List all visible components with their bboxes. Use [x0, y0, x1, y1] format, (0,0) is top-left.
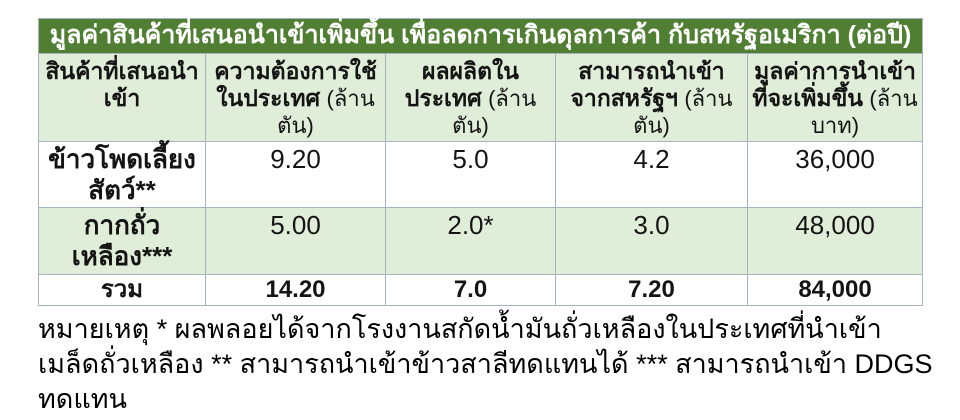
- title-row: มูลค่าสินค้าที่เสนอนำเข้าเพิ่มขึ้น เพื่อ…: [37, 18, 924, 54]
- row-label: กากถั่วเหลือง***: [38, 207, 206, 275]
- import-proposal-table: มูลค่าสินค้าที่เสนอนำเข้าเพิ่มขึ้น เพื่อ…: [37, 18, 924, 306]
- column-header-label: สินค้าที่เสนอนำเข้า: [45, 57, 199, 111]
- column-header-label: ความต้องการใช้ในประเทศ: [214, 57, 377, 111]
- column-header-unit: (ล้านตัน): [452, 85, 537, 138]
- total-row: รวม 14.20 7.0 7.20 84,000: [38, 273, 924, 306]
- cell-value: 5.0: [385, 140, 556, 209]
- header-row: สินค้าที่เสนอนำเข้า ความต้องการใช้ในประเ…: [38, 52, 924, 142]
- column-header-unit: (ล้านบาท): [810, 85, 918, 138]
- footnote: หมายเหตุ * ผลพลอยได้จากโรงงานสกัดน้ำมันถ…: [38, 313, 933, 415]
- cell-value: 48,000: [746, 207, 924, 275]
- cell-value: 9.20: [205, 140, 386, 209]
- cell-value: 36,000: [746, 140, 924, 209]
- column-header-domestic-demand: ความต้องการใช้ในประเทศ (ล้านตัน): [205, 52, 386, 142]
- column-header-unit: (ล้านตัน): [277, 85, 375, 138]
- total-value: 14.20: [205, 273, 386, 306]
- total-value: 7.0: [385, 273, 556, 306]
- cell-value: 3.0: [555, 207, 748, 275]
- column-header-label: ผลผลิตในประเทศ: [404, 57, 520, 111]
- column-header-added-import-value: มูลค่าการนำเข้าที่จะเพิ่มขึ้น (ล้านบาท): [746, 52, 924, 142]
- table-row-soybean-meal: กากถั่วเหลือง*** 5.00 2.0* 3.0 48,000: [38, 207, 924, 275]
- column-header-unit: (ล้านตัน): [633, 85, 733, 138]
- cell-value: 2.0*: [385, 207, 556, 275]
- total-value: 84,000: [746, 273, 924, 306]
- column-header-label: มูลค่าการนำเข้าที่จะเพิ่มขึ้น: [752, 57, 916, 111]
- table-row-maize: ข้าวโพดเลี้ยงสัตว์** 9.20 5.0 4.2 36,000: [38, 140, 924, 209]
- column-header-importable-from-us: สามารถนำเข้าจากสหรัฐฯ (ล้านตัน): [555, 52, 748, 142]
- cell-value: 5.00: [205, 207, 386, 275]
- column-header-domestic-production: ผลผลิตในประเทศ (ล้านตัน): [385, 52, 556, 142]
- cell-value: 4.2: [555, 140, 748, 209]
- total-value: 7.20: [555, 273, 748, 306]
- total-label: รวม: [38, 273, 206, 306]
- column-header-product: สินค้าที่เสนอนำเข้า: [38, 52, 206, 142]
- column-header-label: สามารถนำเข้าจากสหรัฐฯ: [570, 57, 725, 111]
- table-title: มูลค่าสินค้าที่เสนอนำเข้าเพิ่มขึ้น เพื่อ…: [37, 18, 924, 54]
- row-label: ข้าวโพดเลี้ยงสัตว์**: [38, 140, 206, 209]
